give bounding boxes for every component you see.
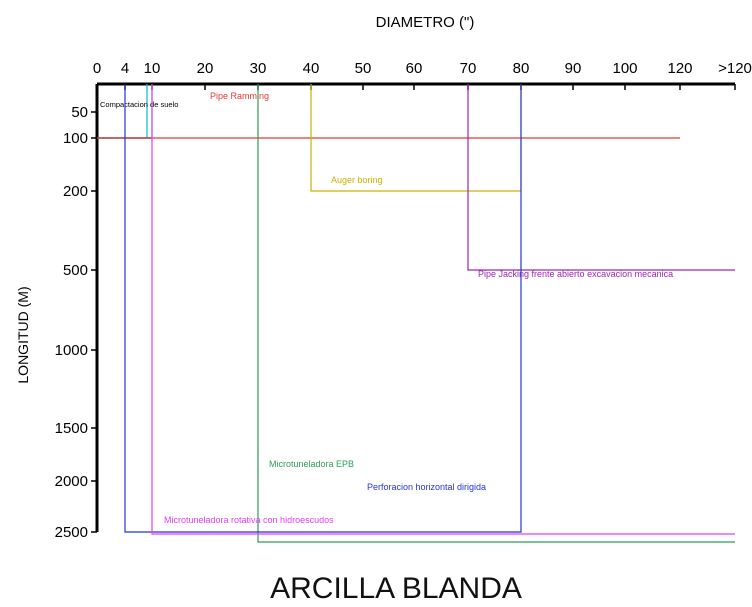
y-tick-label: 200 [63, 183, 88, 200]
series-line [151, 84, 735, 535]
y-tick-label: 2000 [55, 473, 88, 490]
y-tick-label: 100 [63, 130, 88, 147]
series-line [257, 84, 735, 543]
series-line [467, 84, 735, 271]
x-ticks: 0 4 10 20 30 40 50 60 70 80 90 100 120 >120 [93, 60, 752, 90]
y-tick-label: 50 [71, 104, 88, 121]
x-tick-label: 120 [667, 60, 692, 77]
y-tick-label: 500 [63, 262, 88, 279]
x-tick-label: 20 [197, 60, 214, 77]
x-tick-label: 80 [513, 60, 530, 77]
series-line [124, 84, 522, 533]
x-tick-label: 40 [303, 60, 320, 77]
x-axis-label: DIAMETRO (") [376, 14, 475, 31]
series-label: Auger boring [331, 175, 383, 185]
x-tick-label: 90 [565, 60, 582, 77]
series-label: Pipe Jacking frente abierto excavacion m… [478, 269, 673, 279]
series-label: Compactacion de suelo [100, 100, 178, 109]
chart-title: ARCILLA BLANDA [270, 572, 522, 605]
y-tick-label: 1000 [55, 342, 88, 359]
y-tick-label: 2500 [55, 524, 88, 541]
y-tick-label: 1500 [55, 420, 88, 437]
y-ticks: 50 100 200 500 1000 1500 2000 2500 [55, 104, 97, 541]
series-label: Pipe Ramming [210, 91, 269, 101]
x-tick-label: 100 [612, 60, 637, 77]
x-tick-label: 4 [121, 60, 129, 77]
x-tick-label: 0 [93, 60, 101, 77]
series-label: Perforacion horizontal dirigida [367, 482, 486, 492]
series-label: Microtuneladora rotativa con hidroescudo… [164, 515, 334, 525]
x-tick-label: >120 [718, 60, 752, 77]
x-tick-label: 60 [406, 60, 423, 77]
x-tick-label: 50 [355, 60, 372, 77]
x-tick-label: 70 [460, 60, 477, 77]
y-axis-label: LONGITUD (M) [15, 286, 31, 383]
x-tick-label: 10 [144, 60, 161, 77]
series-label: Microtuneladora EPB [269, 459, 354, 469]
x-tick-label: 30 [250, 60, 267, 77]
series-group: Compactacion de suelo Pipe Ramming Auger b… [97, 84, 735, 543]
